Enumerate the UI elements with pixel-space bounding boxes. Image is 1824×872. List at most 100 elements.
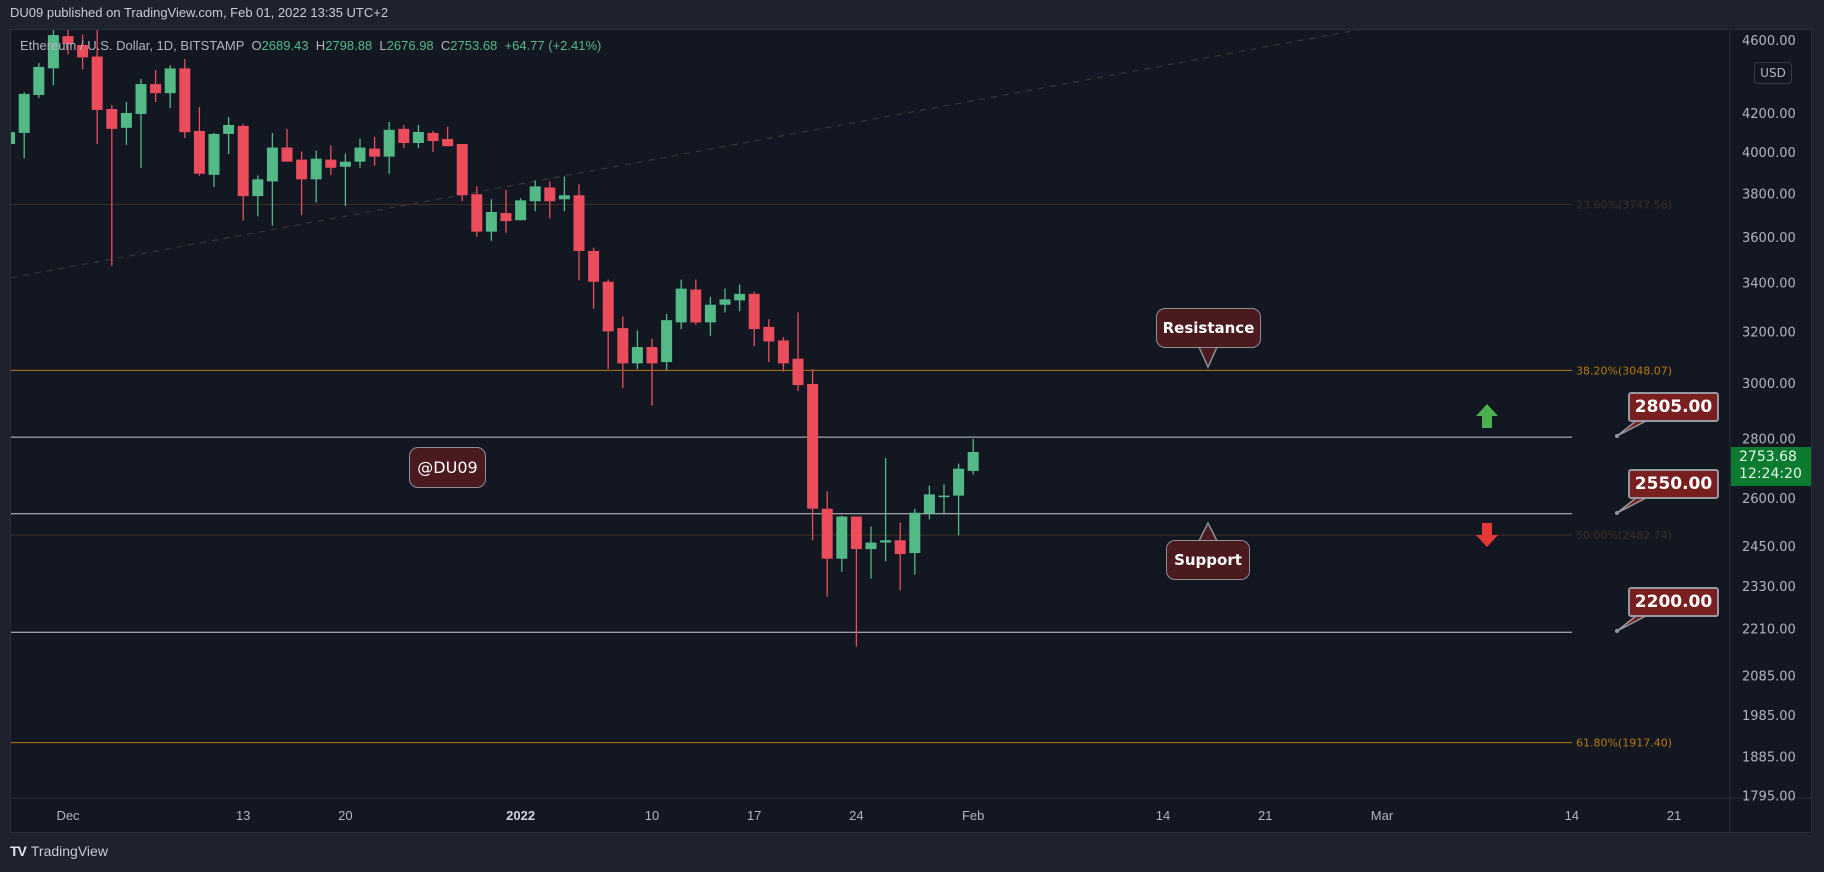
time-tick-label: 10	[645, 808, 659, 823]
high-value: 2798.88	[325, 38, 373, 53]
candle-up	[661, 313, 673, 371]
candle-body	[33, 66, 45, 96]
candle-body	[471, 194, 483, 232]
last-price-value: 2753.68	[1739, 449, 1797, 465]
candle-up	[865, 526, 877, 579]
candle-down	[894, 522, 906, 591]
close-value: 2753.68	[450, 38, 498, 53]
time-tick-label: 24	[849, 808, 863, 823]
level-callout-2805[interactable]: 2805.00	[1628, 392, 1719, 422]
candle-up	[120, 101, 132, 145]
chart-panel[interactable]	[10, 29, 1812, 833]
currency-button[interactable]: USD	[1754, 62, 1792, 84]
candle-body	[719, 299, 731, 305]
candle-body	[646, 347, 658, 364]
level-callout-2550[interactable]: 2550.00	[1628, 469, 1719, 499]
candle-up	[11, 132, 16, 144]
price-tick-label: 3200.00	[1742, 325, 1796, 340]
candle-body	[120, 113, 132, 128]
candle-body	[339, 161, 351, 167]
candle-body	[106, 108, 118, 129]
candle-body	[573, 195, 585, 251]
candle-down	[617, 316, 629, 389]
candle-body	[967, 451, 979, 471]
tradingview-brand[interactable]: TV TradingView	[10, 843, 108, 859]
candle-down	[807, 369, 819, 541]
price-tick-label: 4600.00	[1742, 34, 1796, 49]
candle-down	[296, 151, 308, 216]
candle-up	[383, 122, 395, 174]
candle-body	[456, 143, 468, 196]
time-tick-label: 17	[747, 808, 761, 823]
candle-body	[281, 147, 293, 162]
candle-body	[515, 200, 527, 221]
arrow-up-icon	[1476, 404, 1498, 428]
candle-down	[850, 516, 862, 647]
published-info: DU09 published on TradingView.com, Feb 0…	[10, 5, 389, 20]
candle-down	[442, 126, 454, 147]
candle-body	[938, 495, 950, 498]
candle-up	[252, 175, 264, 217]
candle-body	[836, 516, 848, 559]
resistance-callout[interactable]: Resistance	[1156, 308, 1261, 348]
candle-body	[310, 158, 322, 180]
candle-down	[763, 319, 775, 363]
price-axis[interactable]: 4600.00 4200.00 4000.00 3800.00 3600.00 3400.…	[1742, 34, 1796, 805]
candle-down	[602, 279, 614, 370]
candle-body	[398, 128, 410, 143]
candle-body	[777, 340, 789, 364]
price-tick-label: 3400.00	[1742, 277, 1796, 292]
candle-body	[675, 288, 687, 323]
candle-down	[748, 291, 760, 347]
candle-up	[485, 199, 497, 241]
candle-body	[631, 347, 643, 364]
candle-up	[719, 288, 731, 313]
support-callout[interactable]: Support	[1166, 540, 1250, 580]
candle-up	[208, 132, 220, 188]
candle-body	[880, 540, 892, 543]
candle-down	[106, 105, 118, 266]
price-tick-label: 4000.00	[1742, 146, 1796, 161]
candle-up	[938, 484, 950, 514]
open-value: 2689.43	[261, 38, 309, 53]
candle-body	[266, 147, 278, 182]
author-watermark[interactable]: @DU09	[409, 447, 486, 488]
candle-body	[193, 130, 205, 174]
symbol-name: Ethereum / U.S. Dollar, 1D, BITSTAMP	[20, 38, 245, 53]
candle-body	[354, 147, 366, 162]
time-tick-label: 14	[1156, 808, 1170, 823]
candle-down	[588, 247, 600, 309]
candle-up	[675, 279, 687, 330]
candle-body	[383, 129, 395, 157]
candle-down	[821, 491, 833, 597]
plot-area[interactable]: 23.60%(3747.56) 38.20%(3048.07) 50.00%(248…	[0, 30, 1672, 750]
candle-up	[734, 284, 746, 312]
candle-up	[223, 117, 235, 155]
candle-body	[953, 468, 965, 496]
price-tick-label: 2600.00	[1742, 492, 1796, 507]
candle-up	[529, 180, 541, 212]
candle-body	[558, 195, 570, 200]
candle-body	[296, 159, 308, 180]
candle-down	[573, 184, 585, 281]
price-tick-label: 1795.00	[1742, 790, 1796, 805]
candle-body	[500, 213, 512, 222]
low-label: L	[379, 38, 387, 53]
candle-body	[325, 159, 337, 168]
level-callout-2200[interactable]: 2200.00	[1628, 587, 1719, 617]
candle-down	[325, 145, 337, 175]
price-tick-label: 2800.00	[1742, 433, 1796, 448]
candle-body	[617, 328, 629, 364]
last-price-label: 2753.68 12:24:20	[1731, 447, 1811, 486]
price-tick-label: 2330.00	[1742, 580, 1796, 595]
candle-body	[47, 35, 59, 69]
candle-body	[894, 540, 906, 555]
candle-down	[77, 34, 89, 70]
time-tick-label: 14	[1565, 808, 1579, 823]
candle-down	[777, 337, 789, 372]
time-axis[interactable]: Dec 13 20 2022 10 17 24 Feb 14 21 Mar 14 21	[56, 808, 1681, 823]
candle-up	[704, 296, 716, 336]
time-tick-label: 21	[1258, 808, 1272, 823]
candle-up	[164, 65, 176, 109]
